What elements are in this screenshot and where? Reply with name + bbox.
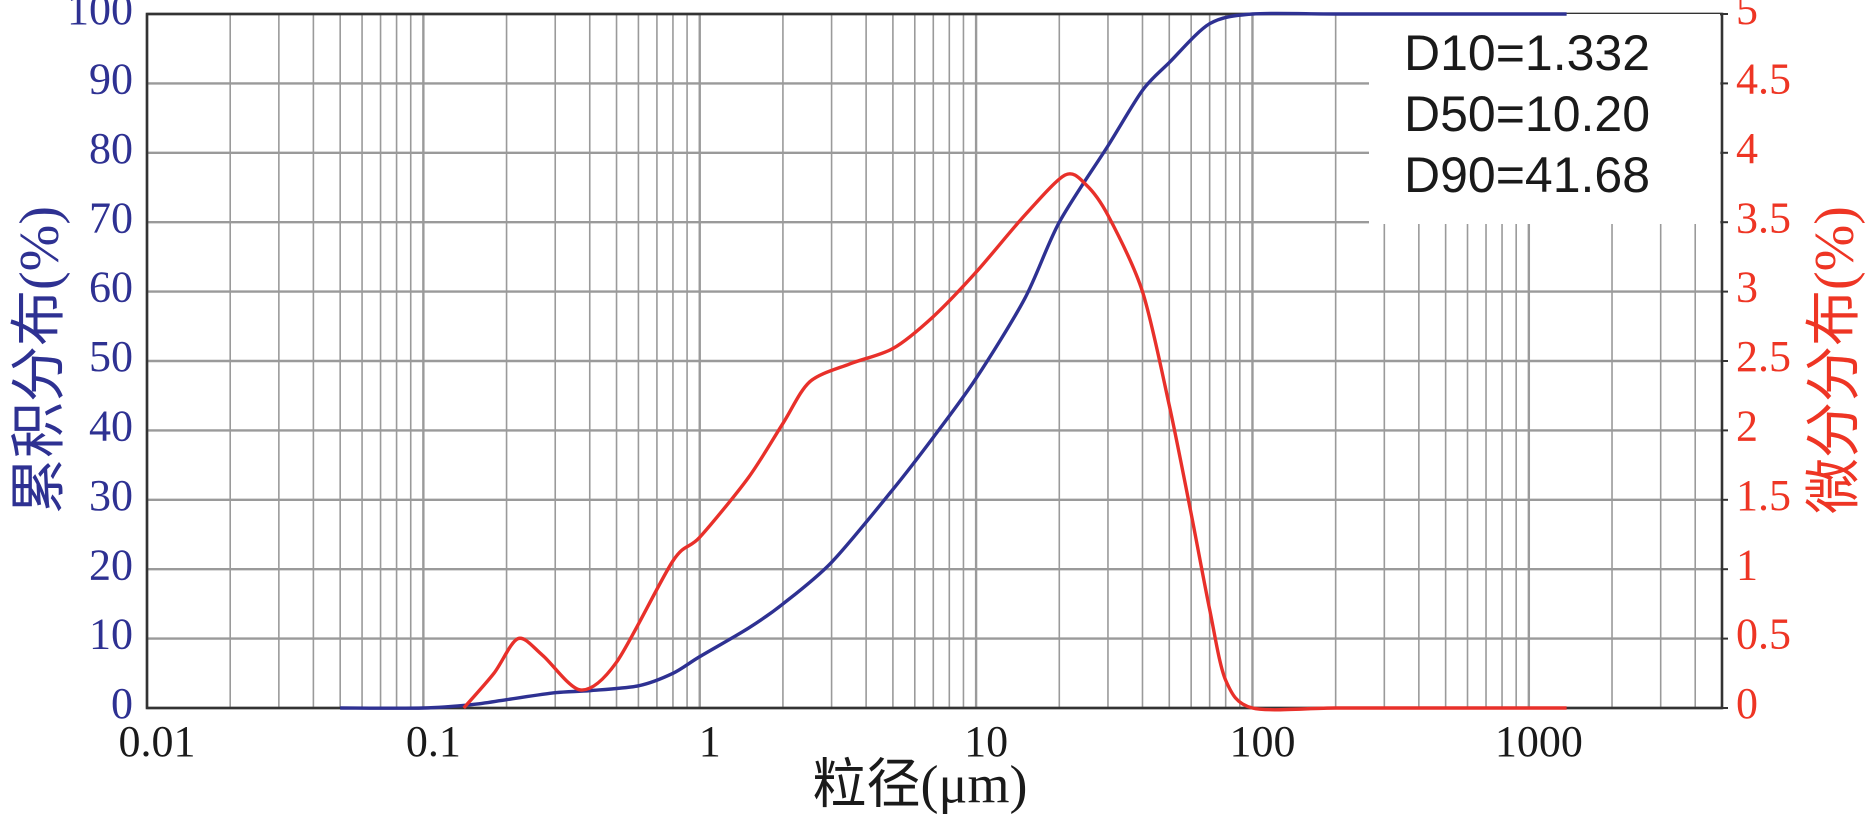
x-tick-label: 0.01	[119, 717, 196, 766]
y-tick-label: 50	[89, 332, 133, 381]
x-tick-label: 100	[1229, 717, 1295, 766]
y-tick-label: 60	[89, 263, 133, 312]
y2-tick-label: 0.5	[1736, 610, 1791, 659]
x-axis-title: 粒径(μm)	[813, 754, 1028, 814]
y-tick-label: 10	[89, 610, 133, 659]
y2-axis-title: 微分分布(%)	[1804, 206, 1866, 514]
y2-tick-label: 3.5	[1736, 193, 1791, 242]
x-tick-label: 10	[964, 717, 1008, 766]
y-tick-label: 70	[89, 193, 133, 242]
annotation-box	[1369, 14, 1720, 224]
y2-tick-label: 4.5	[1736, 54, 1791, 103]
x-tick-label: 1000	[1495, 717, 1583, 766]
y2-tick-label: 0	[1736, 679, 1758, 728]
y2-tick-label: 5	[1736, 0, 1758, 34]
x-tick-label: 0.1	[406, 717, 461, 766]
y2-tick-label: 4	[1736, 124, 1758, 173]
y-tick-label: 40	[89, 401, 133, 450]
annotation: D90=41.68	[1404, 147, 1650, 203]
y2-tick-label: 3	[1736, 263, 1758, 312]
y-tick-label: 100	[67, 0, 133, 34]
marks	[340, 11, 1567, 712]
y-axis-title: 累积分布(%)	[9, 206, 71, 514]
y2-tick-label: 2.5	[1736, 332, 1791, 381]
y2-tick-label: 2	[1736, 401, 1758, 450]
x-tick-label: 1	[699, 717, 721, 766]
y-tick-label: 30	[89, 471, 133, 520]
y2-tick-label: 1.5	[1736, 471, 1791, 520]
annotation: D50=10.20	[1404, 86, 1650, 142]
annotation: D10=1.332	[1404, 25, 1650, 81]
grid	[145, 12, 1724, 710]
series-line	[340, 11, 1567, 710]
y-tick-label: 20	[89, 540, 133, 589]
y-tick-label: 80	[89, 124, 133, 173]
series-line	[462, 172, 1567, 712]
y-tick-label: 0	[111, 679, 133, 728]
y2-tick-label: 1	[1736, 540, 1758, 589]
labels: 0.01 0.1 1 10 100 100001020304050607080901000…	[67, 0, 1791, 766]
y-tick-label: 90	[89, 54, 133, 103]
